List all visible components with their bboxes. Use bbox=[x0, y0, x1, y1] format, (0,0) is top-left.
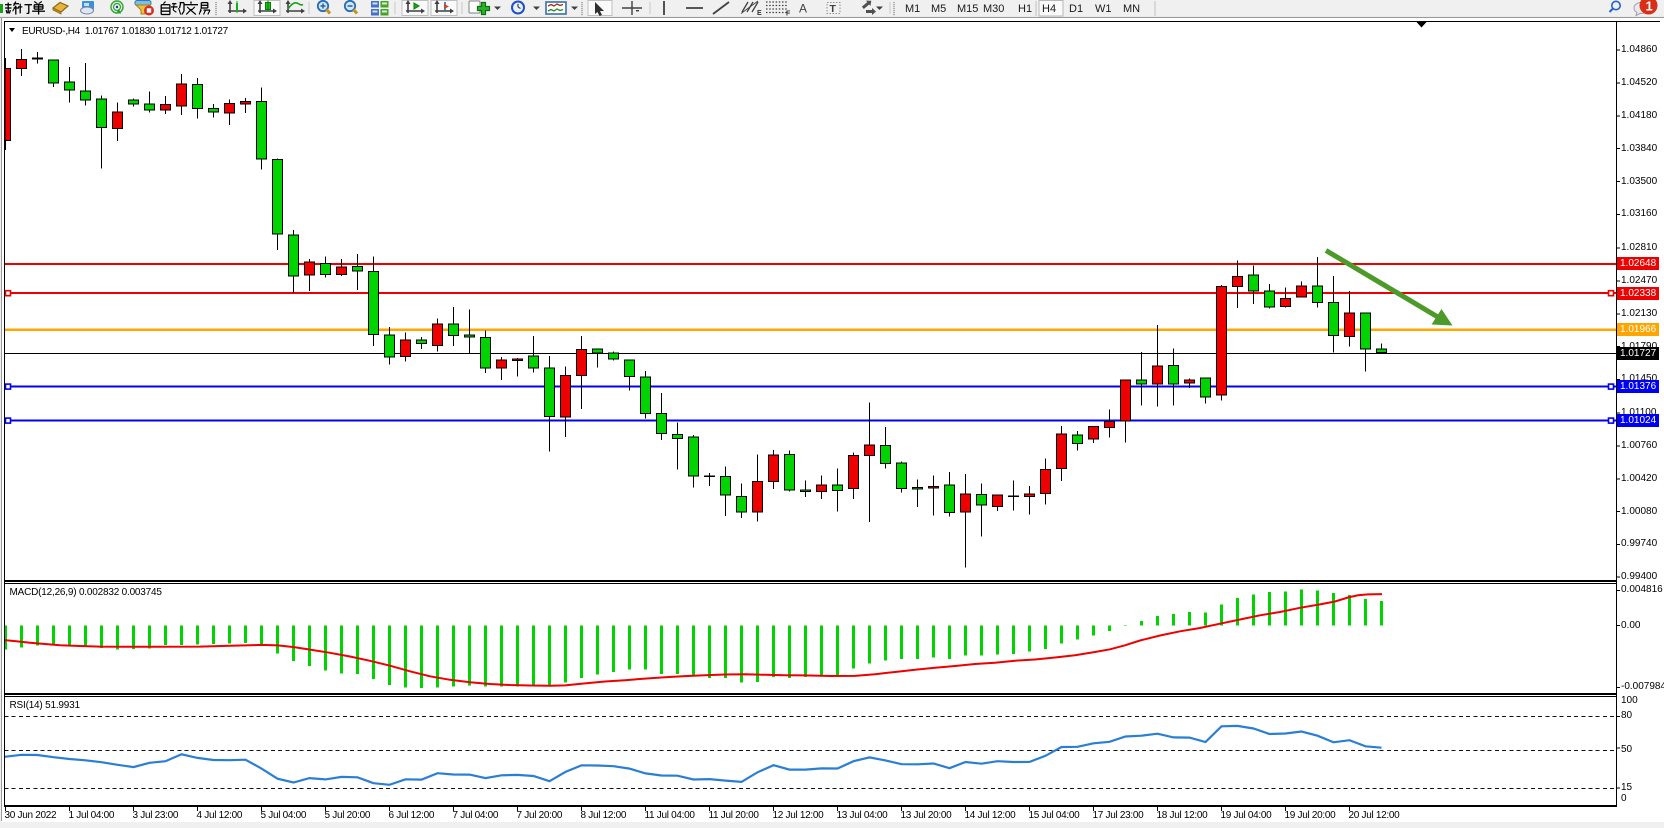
svg-text:F: F bbox=[786, 11, 791, 18]
svg-text:W1: W1 bbox=[1095, 3, 1112, 15]
svg-text:M1: M1 bbox=[905, 3, 920, 15]
svg-text:H1: H1 bbox=[1018, 3, 1032, 15]
svg-text:M5: M5 bbox=[931, 3, 946, 15]
svg-text:MN: MN bbox=[1123, 3, 1140, 15]
svg-text:E: E bbox=[757, 10, 762, 17]
svg-text:H4: H4 bbox=[1042, 3, 1056, 15]
svg-text:M15: M15 bbox=[957, 3, 978, 15]
svg-text:T: T bbox=[830, 3, 837, 15]
svg-text:1: 1 bbox=[1646, 0, 1653, 14]
svg-text:A: A bbox=[799, 2, 807, 16]
svg-text:D1: D1 bbox=[1069, 3, 1083, 15]
svg-text:M30: M30 bbox=[983, 3, 1004, 15]
